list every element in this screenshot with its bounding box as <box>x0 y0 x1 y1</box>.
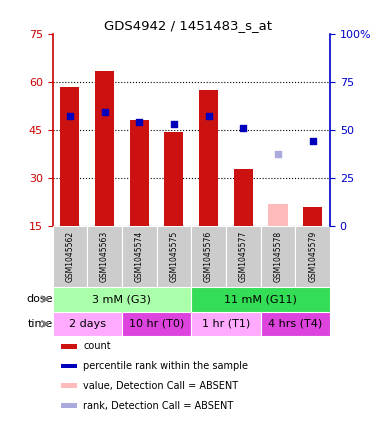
Text: time: time <box>27 319 53 329</box>
Bar <box>61 403 78 408</box>
Text: percentile rank within the sample: percentile rank within the sample <box>83 361 248 371</box>
Text: GSM1045562: GSM1045562 <box>65 231 74 282</box>
Text: 1 hr (T1): 1 hr (T1) <box>202 319 250 329</box>
Bar <box>53 226 87 287</box>
Text: 3 mM (G3): 3 mM (G3) <box>92 294 151 304</box>
Text: GSM1045579: GSM1045579 <box>308 231 317 282</box>
Text: value, Detection Call = ABSENT: value, Detection Call = ABSENT <box>83 381 238 391</box>
Point <box>275 151 281 157</box>
Text: GSM1045575: GSM1045575 <box>170 231 178 282</box>
Point <box>67 112 73 119</box>
Bar <box>87 226 122 287</box>
Text: GSM1045563: GSM1045563 <box>100 231 109 282</box>
Bar <box>61 383 78 388</box>
Text: dose: dose <box>26 294 53 304</box>
Bar <box>53 287 191 311</box>
Point <box>310 138 316 145</box>
Text: rank, Detection Call = ABSENT: rank, Detection Call = ABSENT <box>83 401 233 411</box>
Text: GSM1045574: GSM1045574 <box>135 231 144 282</box>
Text: 11 mM (G11): 11 mM (G11) <box>224 294 297 304</box>
Point <box>171 120 177 127</box>
Point <box>206 112 212 119</box>
Bar <box>303 207 322 226</box>
Text: count: count <box>83 341 111 351</box>
Text: GSM1045576: GSM1045576 <box>204 231 213 282</box>
Bar <box>61 344 78 349</box>
Text: GSM1045578: GSM1045578 <box>273 231 282 282</box>
Text: GSM1045577: GSM1045577 <box>239 231 248 282</box>
Bar <box>268 204 288 226</box>
Bar <box>199 90 218 226</box>
Bar <box>122 226 157 287</box>
Bar <box>191 311 261 336</box>
Text: 4 hrs (T4): 4 hrs (T4) <box>268 319 322 329</box>
Point <box>136 119 142 126</box>
Bar <box>60 87 80 226</box>
Text: GDS4942 / 1451483_s_at: GDS4942 / 1451483_s_at <box>104 19 272 32</box>
Bar <box>191 287 330 311</box>
Bar <box>296 226 330 287</box>
Bar <box>53 311 122 336</box>
Text: 2 days: 2 days <box>69 319 106 329</box>
Bar <box>226 226 261 287</box>
Bar <box>157 226 191 287</box>
Bar <box>61 363 78 368</box>
Bar <box>261 226 296 287</box>
Point <box>240 125 246 132</box>
Bar <box>191 226 226 287</box>
Point <box>102 109 108 116</box>
Bar <box>130 121 149 226</box>
Bar <box>261 311 330 336</box>
Bar <box>164 132 183 226</box>
Bar <box>122 311 191 336</box>
Bar <box>234 168 253 226</box>
Text: 10 hr (T0): 10 hr (T0) <box>129 319 184 329</box>
Bar <box>95 71 114 226</box>
